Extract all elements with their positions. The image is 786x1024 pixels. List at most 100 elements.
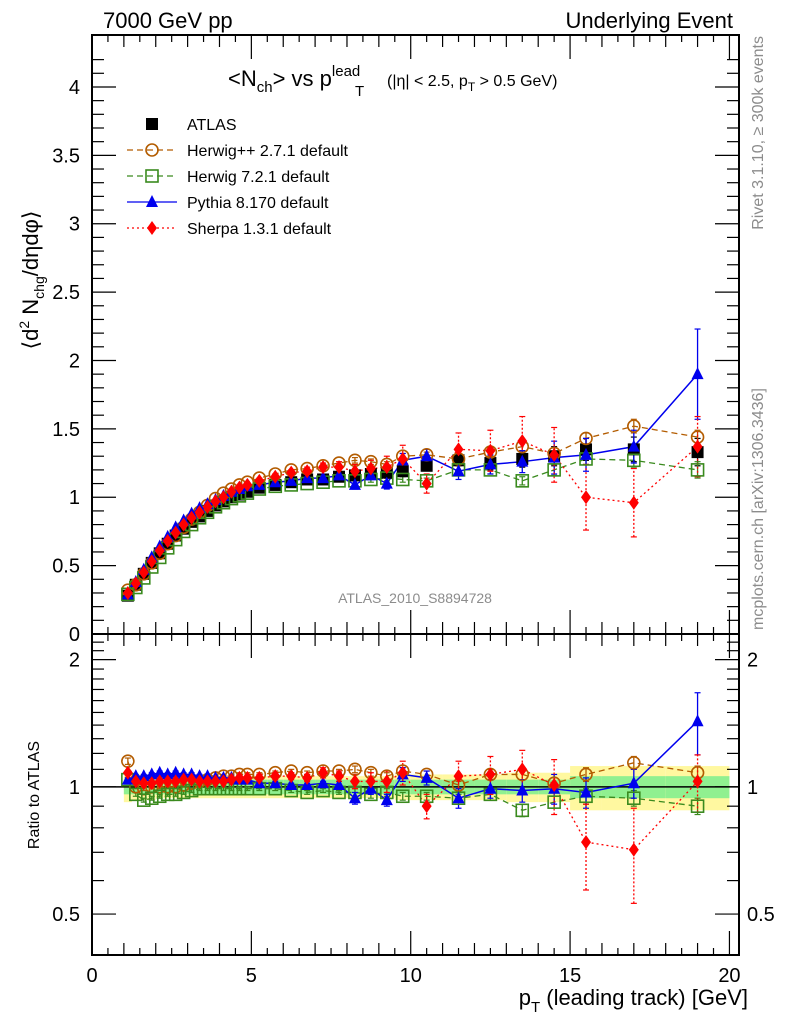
main-ytick-label: 2 [69, 350, 80, 372]
main-ytick-label: 1 [69, 487, 80, 509]
main-point [146, 554, 157, 569]
main-line-3 [127, 373, 699, 595]
main-point [138, 565, 149, 580]
ratio-point [547, 795, 561, 809]
main-point [516, 454, 529, 467]
ylabel-c: /dηdφ⟩ [18, 211, 43, 277]
ratio-point [395, 789, 410, 804]
main-point [690, 463, 705, 477]
ratio-point [302, 770, 313, 785]
main-point [178, 517, 189, 532]
ratio-point [254, 770, 265, 785]
main-point [453, 442, 464, 457]
ratio-point [202, 774, 213, 789]
ratio-line-1 [127, 779, 698, 811]
legend-label: Herwig 7.2.1 default [187, 169, 330, 186]
ratio-point [146, 776, 157, 791]
ratio-point [484, 781, 497, 794]
ratio-frame [91, 633, 740, 956]
ratio-point [122, 765, 133, 780]
xlabel-rest: (leading track) [GeV] [540, 985, 748, 1010]
xlabel-sub: T [531, 999, 540, 1016]
main-point [365, 461, 376, 476]
ylabel-b: N [18, 299, 43, 321]
main-point [348, 477, 361, 490]
ratio-point [516, 783, 529, 796]
main-ytick-label: 0 [69, 624, 80, 646]
ratio-ytick-label-right: 1 [747, 777, 758, 799]
ratio-point [421, 799, 432, 814]
ratio-point [210, 774, 221, 789]
main-axes: 0 0.5 1 1.5 2 2.5 3 3.5 4 [52, 34, 740, 646]
main-point [421, 476, 432, 491]
main-point [202, 499, 213, 514]
ratio-ytick-label: 1 [69, 777, 80, 799]
ratio-point [218, 774, 229, 789]
main-point [579, 431, 593, 446]
ratio-line-3 [127, 768, 699, 851]
ratio-point [579, 767, 593, 782]
main-point [549, 447, 560, 462]
ratio-point [365, 774, 376, 789]
title-cuts-b: > 0.5 GeV) [475, 73, 557, 90]
legend-marker [146, 118, 158, 130]
main-point [186, 510, 197, 525]
ratio-point [162, 774, 173, 789]
main-point [170, 525, 181, 540]
main-point [517, 434, 528, 449]
main-title: <Nch> vs plead [228, 63, 360, 96]
ratio-ytick-label: 0.5 [52, 904, 80, 926]
main-point [286, 465, 297, 480]
main-point [154, 543, 165, 558]
main-point [210, 494, 221, 509]
ratio-point [317, 776, 330, 789]
ratio-point [549, 778, 560, 793]
ratio-point [194, 774, 205, 789]
ratio-point [144, 791, 159, 806]
ratio-point [152, 789, 167, 804]
ratio-point [154, 774, 165, 789]
ratio-point [334, 769, 345, 784]
main-point [349, 464, 360, 479]
main-point [318, 460, 329, 475]
title-cuts-a: (|η| < 2.5, p [387, 73, 468, 90]
ratio-ylabel: Ratio to ATLAS [26, 741, 43, 849]
ratio-point [628, 842, 639, 857]
ratio-point [234, 770, 245, 785]
main-point [333, 468, 346, 481]
main-point [162, 534, 173, 549]
main-series-lines [127, 373, 699, 595]
main-ytick-label: 1.5 [52, 419, 80, 441]
legend-marker [145, 143, 159, 157]
main-point [334, 460, 345, 475]
ratio-point [690, 799, 705, 813]
main-point [627, 419, 641, 433]
main-point [627, 439, 640, 452]
ratio-point [226, 772, 237, 787]
main-point [484, 457, 497, 470]
legend-label: ATLAS [187, 117, 237, 134]
title-cuts: (|η| < 2.5, pT > 0.5 GeV) [387, 73, 557, 94]
ratio-point [581, 835, 592, 850]
ylabel-sub: chg [31, 276, 47, 299]
xtick-label: 10 [400, 965, 422, 987]
main-point [692, 439, 703, 454]
main-point [581, 490, 592, 505]
xtick-label: 5 [246, 965, 257, 987]
main-point [396, 465, 409, 478]
ratio-line-2 [127, 720, 699, 802]
ratio-point [242, 770, 253, 785]
ratio-line-0 [127, 761, 698, 790]
ratio-point [153, 765, 166, 778]
main-markers [121, 367, 705, 602]
ratio-point [349, 774, 360, 789]
mcplots-label: mcplots.cern.ch [arXiv:1306.3436] [750, 388, 767, 630]
legend-marker [146, 195, 158, 207]
xlabel-p: p [519, 985, 531, 1010]
ylabel-sup: 2 [16, 321, 32, 329]
main-point [485, 443, 496, 458]
ratio-axes: 0.5 0.51 12 20 5 10 15 20 [52, 633, 775, 987]
title-cuts-sub: T [468, 80, 476, 94]
ratio-ytick-label-right: 2 [747, 650, 758, 672]
